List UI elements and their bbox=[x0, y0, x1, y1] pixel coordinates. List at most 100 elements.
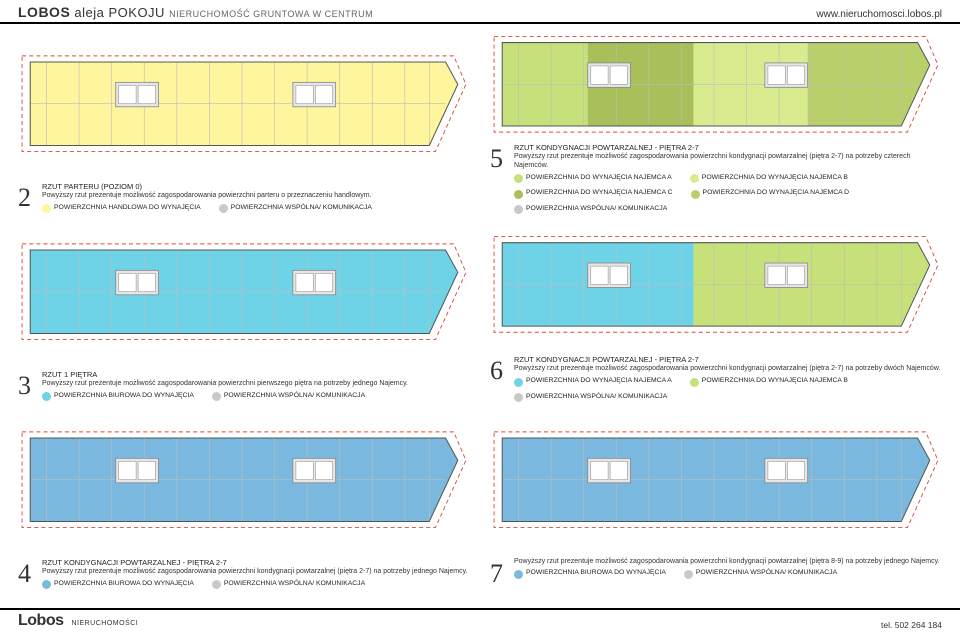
section-title: RZUT KONDYGNACJI POWTARZALNEJ - PIĘTRA 2… bbox=[514, 355, 942, 364]
swatch-icon bbox=[514, 190, 523, 199]
floorplan-svg bbox=[490, 30, 942, 141]
legend-label: POWIERZCHNIA BIUROWA DO WYNAJĘCIA bbox=[54, 392, 194, 400]
swatch-icon bbox=[219, 204, 228, 213]
swatch-icon bbox=[514, 378, 523, 387]
legend-item: POWIERZCHNIA BIUROWA DO WYNAJĘCIA bbox=[42, 580, 194, 590]
swatch-icon bbox=[690, 174, 699, 183]
section-number: 3 bbox=[18, 370, 36, 403]
legend-item: POWIERZCHNIA BIUROWA DO WYNAJĘCIA bbox=[514, 569, 666, 579]
plan-wrap bbox=[490, 406, 942, 556]
legend: POWIERZCHNIA DO WYNAJĘCIA NAJEMCA A POWI… bbox=[514, 174, 942, 215]
legend: POWIERZCHNIA BIUROWA DO WYNAJĘCIA POWIER… bbox=[42, 392, 470, 402]
legend-label: POWIERZCHNIA WSPÓLNA/ KOMUNIKACJA bbox=[526, 205, 667, 213]
legend-item: POWIERZCHNIA WSPÓLNA/ KOMUNIKACJA bbox=[514, 205, 667, 215]
section-title: RZUT KONDYGNACJI POWTARZALNEJ - PIĘTRA 2… bbox=[42, 558, 470, 567]
section-desc: Powyższy rzut prezentuje możliwość zagos… bbox=[42, 192, 470, 201]
legend-item: POWIERZCHNIA WSPÓLNA/ KOMUNIKACJA bbox=[514, 393, 667, 403]
caption: 3 RZUT 1 PIĘTRA Powyższy rzut prezentuje… bbox=[18, 368, 470, 403]
street-text: aleja POKOJU bbox=[74, 5, 165, 20]
legend-item: POWIERZCHNIA DO WYNAJĘCIA NAJEMCA A bbox=[514, 174, 672, 184]
swatch-icon bbox=[42, 392, 51, 401]
legend-item: POWIERZCHNIA DO WYNAJĘCIA NAJEMCA B bbox=[690, 174, 848, 184]
brand-text: LOBOS bbox=[18, 4, 70, 20]
caption-body: RZUT PARTERU (POZIOM 0) Powyższy rzut pr… bbox=[42, 182, 470, 215]
plan-wrap bbox=[490, 218, 942, 353]
plan-wrap bbox=[18, 406, 470, 556]
legend-item: POWIERZCHNIA DO WYNAJĘCIA NAJEMCA D bbox=[691, 189, 850, 199]
legend-label: POWIERZCHNIA DO WYNAJĘCIA NAJEMCA B bbox=[702, 174, 848, 182]
swatch-icon bbox=[42, 580, 51, 589]
caption-body: RZUT KONDYGNACJI POWTARZALNEJ - PIĘTRA 2… bbox=[514, 143, 942, 214]
floorplan-svg bbox=[18, 406, 470, 556]
legend-item: POWIERZCHNIA HANDLOWA DO WYNAJĘCIA bbox=[42, 204, 201, 214]
legend: POWIERZCHNIA BIUROWA DO WYNAJĘCIA POWIER… bbox=[42, 580, 470, 590]
header-title: LOBOS aleja POKOJU NIERUCHOMOŚĆ GRUNTOWA… bbox=[18, 4, 373, 20]
legend: POWIERZCHNIA DO WYNAJĘCIA NAJEMCA A POWI… bbox=[514, 377, 942, 402]
footer-tel: tel. 502 264 184 bbox=[881, 620, 942, 630]
caption: 5 RZUT KONDYGNACJI POWTARZALNEJ - PIĘTRA… bbox=[490, 141, 942, 214]
swatch-icon bbox=[212, 392, 221, 401]
footer: Lobos NIERUCHOMOŚCI tel. 502 264 184 bbox=[0, 608, 960, 634]
section-desc: Powyższy rzut prezentuje możliwość zagos… bbox=[514, 558, 942, 567]
footer-brand-text: Lobos bbox=[18, 612, 64, 629]
section-number: 7 bbox=[490, 558, 508, 591]
legend: POWIERZCHNIA BIUROWA DO WYNAJĘCIA POWIER… bbox=[514, 569, 942, 579]
plan-cell-2: 2 RZUT PARTERU (POZIOM 0) Powyższy rzut … bbox=[18, 30, 470, 214]
legend-label: POWIERZCHNIA DO WYNAJĘCIA NAJEMCA C bbox=[526, 189, 673, 197]
section-title: RZUT PARTERU (POZIOM 0) bbox=[42, 182, 470, 191]
caption-body: RZUT KONDYGNACJI POWTARZALNEJ - PIĘTRA 2… bbox=[514, 355, 942, 402]
plan-cell-6: 6 RZUT KONDYGNACJI POWTARZALNEJ - PIĘTRA… bbox=[490, 218, 942, 402]
swatch-icon bbox=[691, 190, 700, 199]
plan-cell-4: 4 RZUT KONDYGNACJI POWTARZALNEJ - PIĘTRA… bbox=[18, 406, 470, 590]
caption: 7 Powyższy rzut prezentuje możliwość zag… bbox=[490, 556, 942, 591]
swatch-icon bbox=[514, 174, 523, 183]
section-desc: Powyższy rzut prezentuje możliwość zagos… bbox=[514, 153, 942, 171]
plan-wrap bbox=[18, 218, 470, 368]
header: LOBOS aleja POKOJU NIERUCHOMOŚĆ GRUNTOWA… bbox=[0, 0, 960, 24]
section-desc: Powyższy rzut prezentuje możliwość zagos… bbox=[42, 568, 470, 577]
legend-item: POWIERZCHNIA DO WYNAJĘCIA NAJEMCA A bbox=[514, 377, 672, 387]
legend-item: POWIERZCHNIA WSPÓLNA/ KOMUNIKACJA bbox=[212, 580, 365, 590]
swatch-icon bbox=[212, 580, 221, 589]
floorplan-svg bbox=[18, 218, 470, 368]
floorplan-svg bbox=[490, 406, 942, 556]
section-title: RZUT KONDYGNACJI POWTARZALNEJ - PIĘTRA 2… bbox=[514, 143, 942, 152]
legend-item: POWIERZCHNIA DO WYNAJĘCIA NAJEMCA C bbox=[514, 189, 673, 199]
section-title: RZUT 1 PIĘTRA bbox=[42, 370, 470, 379]
legend-label: POWIERZCHNIA WSPÓLNA/ KOMUNIKACJA bbox=[224, 580, 365, 588]
caption: 2 RZUT PARTERU (POZIOM 0) Powyższy rzut … bbox=[18, 180, 470, 215]
swatch-icon bbox=[690, 378, 699, 387]
swatch-icon bbox=[514, 570, 523, 579]
legend-item: POWIERZCHNIA WSPÓLNA/ KOMUNIKACJA bbox=[212, 392, 365, 402]
caption: 6 RZUT KONDYGNACJI POWTARZALNEJ - PIĘTRA… bbox=[490, 353, 942, 402]
legend: POWIERZCHNIA HANDLOWA DO WYNAJĘCIA POWIE… bbox=[42, 204, 470, 214]
legend-label: POWIERZCHNIA BIUROWA DO WYNAJĘCIA bbox=[54, 580, 194, 588]
legend-label: POWIERZCHNIA WSPÓLNA/ KOMUNIKACJA bbox=[696, 569, 837, 577]
section-desc: Powyższy rzut prezentuje możliwość zagos… bbox=[42, 380, 470, 389]
section-number: 5 bbox=[490, 143, 508, 214]
legend-label: POWIERZCHNIA DO WYNAJĘCIA NAJEMCA D bbox=[703, 189, 850, 197]
legend-label: POWIERZCHNIA WSPÓLNA/ KOMUNIKACJA bbox=[231, 204, 372, 212]
plan-cell-3: 3 RZUT 1 PIĘTRA Powyższy rzut prezentuje… bbox=[18, 218, 470, 402]
footer-sub: NIERUCHOMOŚCI bbox=[71, 620, 138, 627]
caption-body: RZUT KONDYGNACJI POWTARZALNEJ - PIĘTRA 2… bbox=[42, 558, 470, 591]
legend-label: POWIERZCHNIA WSPÓLNA/ KOMUNIKACJA bbox=[526, 393, 667, 401]
legend-label: POWIERZCHNIA HANDLOWA DO WYNAJĘCIA bbox=[54, 204, 201, 212]
header-url: www.nieruchomosci.lobos.pl bbox=[816, 9, 942, 20]
section-number: 4 bbox=[18, 558, 36, 591]
legend-label: POWIERZCHNIA DO WYNAJĘCIA NAJEMCA A bbox=[526, 377, 672, 385]
swatch-icon bbox=[42, 204, 51, 213]
swatch-icon bbox=[684, 570, 693, 579]
section-desc: Powyższy rzut prezentuje możliwość zagos… bbox=[514, 365, 942, 374]
swatch-icon bbox=[514, 205, 523, 214]
legend-item: POWIERZCHNIA DO WYNAJĘCIA NAJEMCA B bbox=[690, 377, 848, 387]
legend-item: POWIERZCHNIA WSPÓLNA/ KOMUNIKACJA bbox=[684, 569, 837, 579]
plan-wrap bbox=[18, 30, 470, 180]
footer-brand: Lobos NIERUCHOMOŚCI bbox=[18, 612, 138, 630]
plans-grid: 2 RZUT PARTERU (POZIOM 0) Powyższy rzut … bbox=[0, 24, 960, 594]
legend-item: POWIERZCHNIA BIUROWA DO WYNAJĘCIA bbox=[42, 392, 194, 402]
caption-body: RZUT 1 PIĘTRA Powyższy rzut prezentuje m… bbox=[42, 370, 470, 403]
legend-label: POWIERZCHNIA DO WYNAJĘCIA NAJEMCA A bbox=[526, 174, 672, 182]
plan-cell-7: 7 Powyższy rzut prezentuje możliwość zag… bbox=[490, 406, 942, 590]
legend-label: POWIERZCHNIA WSPÓLNA/ KOMUNIKACJA bbox=[224, 392, 365, 400]
